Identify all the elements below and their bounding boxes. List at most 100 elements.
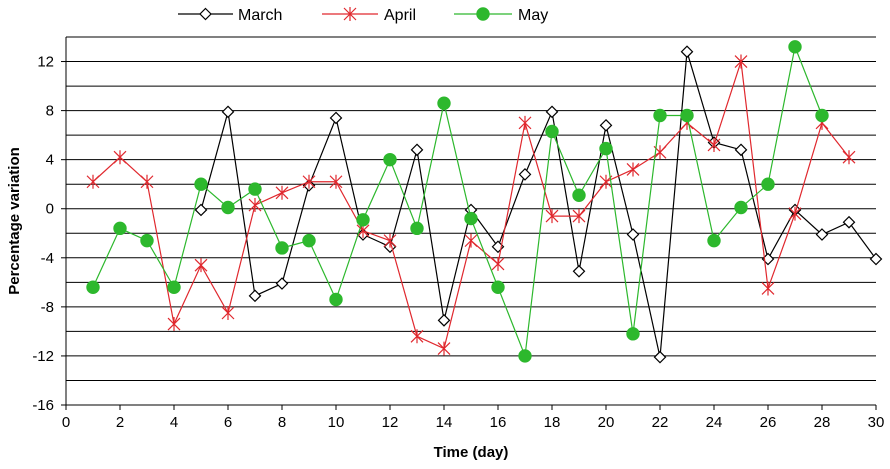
data-point-marker [626,327,640,341]
data-point-marker [734,54,748,69]
data-point-marker [410,329,424,344]
data-point-marker [221,306,235,320]
x-tick-label: 2 [116,414,124,431]
data-point-marker [599,141,613,156]
data-point-marker [653,108,667,123]
data-point-marker [572,188,586,202]
data-point-marker [518,115,532,130]
asterisk-stroke [302,174,316,189]
x-tick-label: 30 [868,414,885,431]
data-point-marker [815,228,829,241]
data-point-marker [518,168,532,181]
data-point-marker [383,233,397,248]
data-point-marker [248,289,262,303]
asterisk-stroke [626,162,640,177]
asterisk-stroke [113,150,127,165]
data-point-marker [545,209,559,224]
asterisk-stroke [194,258,208,273]
data-point-marker [194,258,208,273]
x-axis-title: Time (day) [434,444,509,461]
asterisk-stroke [491,256,505,271]
data-point-marker [302,174,316,189]
asterisk-stroke [572,209,586,224]
data-point-marker [707,233,721,248]
data-point-marker [221,105,235,119]
asterisk-stroke [545,209,559,224]
data-point-marker [626,228,640,241]
x-tick-label: 14 [436,414,453,431]
data-point-marker [140,174,154,189]
data-point-marker [86,280,100,294]
data-point-marker [86,174,100,189]
x-tick-label: 6 [224,414,232,431]
asterisk-stroke [761,281,775,296]
data-point-marker [491,256,505,271]
asterisk-stroke [343,7,357,21]
data-point-marker [653,350,667,364]
asterisk-stroke [437,341,451,356]
legend-label: March [238,7,282,24]
y-tick-label: 12 [37,54,54,71]
y-tick-label: -4 [41,250,54,267]
x-tick-label: 16 [490,414,507,431]
data-point-marker [572,264,586,278]
data-point-marker [275,185,289,200]
x-tick-label: 22 [652,414,669,431]
data-point-marker [476,7,490,21]
data-point-marker [167,317,181,332]
data-point-marker [599,118,613,132]
data-point-marker [464,211,478,226]
tick-labels: 0 2 4 6 8 10 12 14 16 18 20 22 24 26 28 30-16-12-8-4048… [32,54,884,431]
data-point-marker [248,198,262,213]
axes [61,37,877,410]
y-tick-label: 4 [46,152,54,169]
data-point-marker [199,7,212,21]
y-tick-label: 8 [46,103,54,120]
data-point-marker [842,215,856,229]
data-point-marker [464,233,478,248]
x-tick-label: 12 [382,414,399,431]
data-point-marker [680,108,694,123]
data-point-marker [437,341,451,356]
data-point-marker [140,233,154,248]
data-point-marker [329,111,343,125]
data-point-marker [194,203,208,217]
series-april [86,54,856,356]
data-point-marker [626,162,640,177]
asterisk-stroke [464,233,478,248]
data-point-marker [275,277,289,290]
series-line [200,51,877,358]
data-point-marker [788,206,802,221]
data-point-marker [788,40,802,54]
data-point-marker [410,143,424,157]
data-point-marker [113,221,127,236]
x-tick-label: 24 [706,414,723,431]
asterisk-stroke [140,174,154,189]
legend-label: April [384,7,416,24]
data-point-marker [734,143,748,157]
series-may [86,40,829,363]
x-tick-label: 28 [814,414,831,431]
legend-item-march: March [178,7,282,24]
y-tick-label: -12 [32,348,54,365]
y-tick-label: -16 [32,397,54,414]
data-point-marker [343,7,357,21]
y-tick-label: -8 [41,299,54,316]
data-point-marker [680,45,694,59]
data-point-marker [815,108,829,123]
series-group [86,40,883,364]
asterisk-stroke [167,317,181,332]
data-point-marker [194,177,208,191]
asterisk-stroke [410,329,424,344]
asterisk-stroke [842,150,856,165]
data-point-marker [842,150,856,165]
legend: March April May [178,7,548,24]
data-point-marker [329,174,343,189]
data-point-marker [329,292,343,307]
data-point-marker [761,177,775,191]
data-point-marker [545,124,559,139]
data-point-marker [356,213,370,227]
data-point-marker [410,221,424,236]
legend-item-april: April [322,7,416,24]
y-axis-title: Percentage variation [6,147,23,295]
